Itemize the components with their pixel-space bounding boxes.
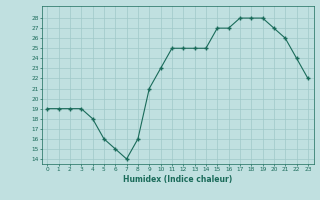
X-axis label: Humidex (Indice chaleur): Humidex (Indice chaleur) — [123, 175, 232, 184]
